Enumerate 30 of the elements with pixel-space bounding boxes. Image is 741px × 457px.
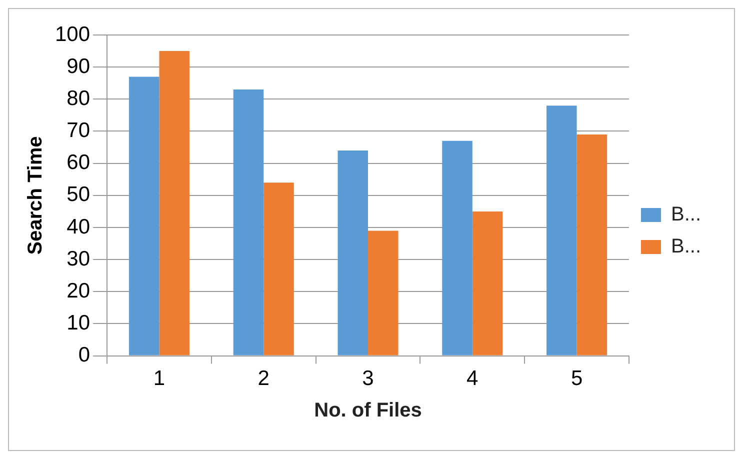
legend-label: B... (670, 204, 702, 226)
y-tick-label: 90 (66, 54, 90, 78)
y-tick-label: 0 (78, 344, 90, 367)
bar (159, 51, 190, 356)
x-tick-label: 2 (258, 367, 270, 390)
x-tick-label: 4 (466, 367, 479, 390)
y-tick-label: 70 (66, 119, 90, 142)
y-tick-label: 80 (66, 86, 90, 110)
bar (128, 76, 160, 356)
bar (368, 230, 398, 356)
y-tick-label: 50 (66, 183, 90, 206)
bar (264, 182, 294, 356)
y-tick-label: 100 (54, 22, 90, 46)
bar (576, 134, 608, 356)
bar (233, 90, 264, 356)
x-tick-label: 5 (570, 367, 583, 390)
bar (472, 211, 503, 356)
bar (546, 106, 577, 356)
x-tick-label: 1 (153, 367, 166, 390)
x-axis-title: No. of Files (314, 400, 422, 422)
y-tick-label: 60 (66, 151, 90, 174)
bar (338, 150, 368, 356)
y-tick-label: 20 (66, 279, 90, 302)
x-tick-label: 3 (362, 367, 374, 390)
bar (442, 140, 472, 356)
y-axis-title: Search Time (24, 136, 47, 255)
y-tick-label: 10 (66, 312, 90, 335)
legend-label: B... (670, 236, 702, 258)
y-tick-label: 40 (66, 215, 90, 238)
y-tick-label: 30 (66, 247, 90, 270)
